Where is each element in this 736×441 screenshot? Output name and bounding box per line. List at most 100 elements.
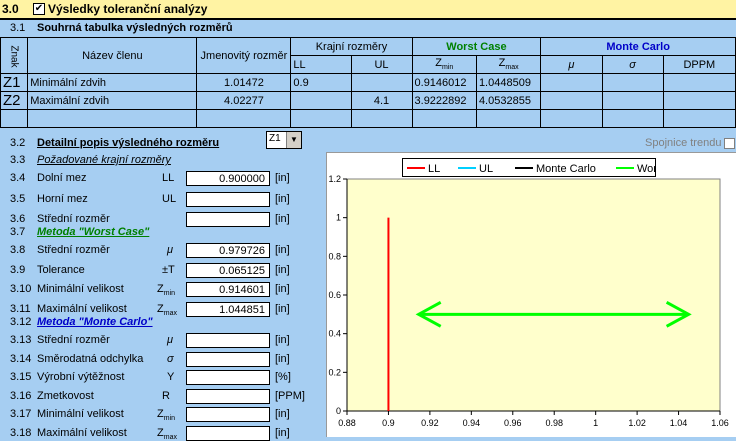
item-value-field[interactable] bbox=[186, 370, 270, 385]
item-value-field[interactable]: 0.065125 bbox=[186, 262, 270, 278]
chevron-down-icon[interactable]: ▼ bbox=[286, 132, 301, 148]
col-worst: Worst Case bbox=[411, 37, 542, 56]
req-number: 3.3 bbox=[10, 154, 26, 166]
x-tick-label: 0.96 bbox=[504, 418, 522, 428]
legend-label: UL bbox=[479, 163, 493, 175]
chart-svg: 0 0.2 0.4 0.6 0.8 1 1.2 0.88 0.9 0.92 0.94 0.96 0.98… bbox=[328, 174, 729, 428]
col-name: Název členu bbox=[27, 37, 198, 74]
item-unit: [in] bbox=[275, 213, 290, 225]
item-value-field[interactable] bbox=[186, 333, 270, 348]
item-label: Maximální velikost bbox=[37, 302, 127, 315]
x-tick-label: 1.06 bbox=[711, 418, 729, 428]
item-symbol: σ bbox=[167, 352, 174, 365]
item-value-field[interactable] bbox=[186, 212, 270, 227]
item-number: 3.10 bbox=[10, 283, 32, 295]
item-unit: [in] bbox=[275, 408, 290, 420]
item-value-field[interactable] bbox=[186, 407, 270, 422]
y-tick-label: 0.8 bbox=[328, 251, 341, 261]
item-symbol: Zmin bbox=[157, 408, 176, 423]
item-unit: [PPM] bbox=[275, 389, 305, 402]
mc-number: 3.12 bbox=[10, 316, 32, 328]
y-tick-label: 0.6 bbox=[328, 290, 341, 300]
y-tick-label: 0.4 bbox=[328, 329, 341, 339]
item-unit: [in] bbox=[275, 263, 290, 276]
legend-label: Monte Carlo bbox=[536, 163, 596, 175]
dimension-select[interactable]: Z1 ▼ bbox=[266, 131, 302, 149]
item-unit: [in] bbox=[275, 352, 290, 365]
x-tick-label: 1.02 bbox=[628, 418, 646, 428]
col-mu: μ bbox=[540, 55, 603, 74]
item-label: Minimální velikost bbox=[37, 408, 124, 420]
row-name: Minimální zdvih bbox=[27, 73, 198, 92]
legend-label: Worst Case bbox=[637, 163, 655, 175]
item-symbol: UL bbox=[162, 192, 177, 205]
x-tick-label: 0.94 bbox=[463, 418, 481, 428]
worst-case-arrow-left bbox=[415, 301, 442, 328]
item-value-field[interactable]: 0.979726 bbox=[186, 243, 270, 258]
summary-number: 3.1 bbox=[10, 22, 26, 34]
row-id: Z1 bbox=[0, 73, 29, 92]
item-symbol: Zmax bbox=[157, 302, 177, 317]
item-number: 3.8 bbox=[10, 244, 26, 256]
table-row bbox=[0, 109, 736, 128]
row-zmax: 4.0532855 bbox=[475, 91, 542, 110]
item-number: 3.9 bbox=[10, 263, 26, 276]
item-number: 3.5 bbox=[10, 192, 26, 205]
row-ll: 0.9 bbox=[290, 73, 352, 92]
col-ul: UL bbox=[350, 55, 413, 74]
row-zmin: 0.9146012 bbox=[411, 73, 477, 92]
col-zmax: Zmax bbox=[475, 55, 542, 74]
trend-checkbox[interactable] bbox=[724, 138, 735, 149]
item-label: Střední rozměr bbox=[37, 213, 110, 225]
item-symbol: Zmax bbox=[157, 426, 177, 441]
x-tick-label: 0.9 bbox=[382, 418, 395, 428]
detail-number: 3.2 bbox=[10, 137, 26, 149]
item-unit: [in] bbox=[275, 426, 290, 439]
item-label: Horní mez bbox=[37, 192, 88, 205]
item-label: Tolerance bbox=[37, 263, 85, 276]
section-header: 3.0 ✔ Výsledky toleranční analýzy bbox=[0, 0, 736, 20]
row-zmin: 3.9222892 bbox=[411, 91, 477, 110]
detail-title: Detailní popis výsledného rozměru bbox=[37, 137, 220, 149]
row-name: Maximální zdvih bbox=[27, 91, 198, 110]
item-value-field[interactable] bbox=[186, 388, 270, 404]
col-monte: Monte Carlo bbox=[540, 37, 736, 56]
item-unit: [in] bbox=[275, 244, 290, 256]
item-number: 3.4 bbox=[10, 172, 26, 184]
item-label: Výrobní výtěžnost bbox=[37, 371, 125, 383]
item-label: Minimální velikost bbox=[37, 283, 124, 295]
section-number: 3.0 bbox=[2, 2, 19, 16]
item-label: Dolní mez bbox=[37, 172, 87, 184]
item-value-field[interactable] bbox=[186, 425, 270, 441]
y-tick-label: 1 bbox=[336, 213, 341, 223]
item-value-field[interactable] bbox=[186, 351, 270, 367]
col-znak: Znak bbox=[8, 44, 20, 68]
item-symbol: μ bbox=[167, 244, 174, 256]
section-checkbox[interactable]: ✔ bbox=[33, 3, 45, 15]
y-tick-label: 0 bbox=[336, 406, 341, 416]
mc-title: Metoda "Monte Carlo" bbox=[37, 316, 153, 328]
item-number: 3.15 bbox=[10, 371, 32, 383]
item-label: Zmetkovost bbox=[37, 389, 94, 402]
item-number: 3.14 bbox=[10, 352, 32, 365]
item-value-field[interactable]: 0.900000 bbox=[186, 171, 270, 186]
req-title: Požadované krajní rozměry bbox=[37, 154, 171, 166]
col-nominal: Jmenovitý rozměr bbox=[196, 37, 292, 74]
item-value-field[interactable]: 0.914601 bbox=[186, 282, 270, 297]
item-symbol: μ bbox=[167, 334, 174, 346]
item-number: 3.18 bbox=[10, 426, 32, 439]
plot-area bbox=[346, 178, 721, 412]
summary-title: Souhrná tabulka výsledných rozměrů bbox=[37, 22, 233, 34]
section-title: Výsledky toleranční analýzy bbox=[48, 2, 208, 16]
item-value-field[interactable]: 1.044851 bbox=[186, 301, 270, 317]
legend-label: LL bbox=[428, 163, 440, 175]
item-symbol: Y bbox=[167, 371, 175, 383]
item-value-field[interactable] bbox=[186, 191, 270, 207]
row-ll bbox=[290, 91, 352, 110]
table-row: Z1 Minimální zdvih 1.01472 0.9 0.9146012… bbox=[0, 73, 736, 92]
col-ll: LL bbox=[290, 55, 352, 74]
row-ul bbox=[350, 73, 413, 92]
y-tick-label: 1.2 bbox=[328, 174, 341, 184]
row-zmax: 1.0448509 bbox=[475, 73, 542, 92]
row-ul: 4.1 bbox=[350, 91, 413, 110]
